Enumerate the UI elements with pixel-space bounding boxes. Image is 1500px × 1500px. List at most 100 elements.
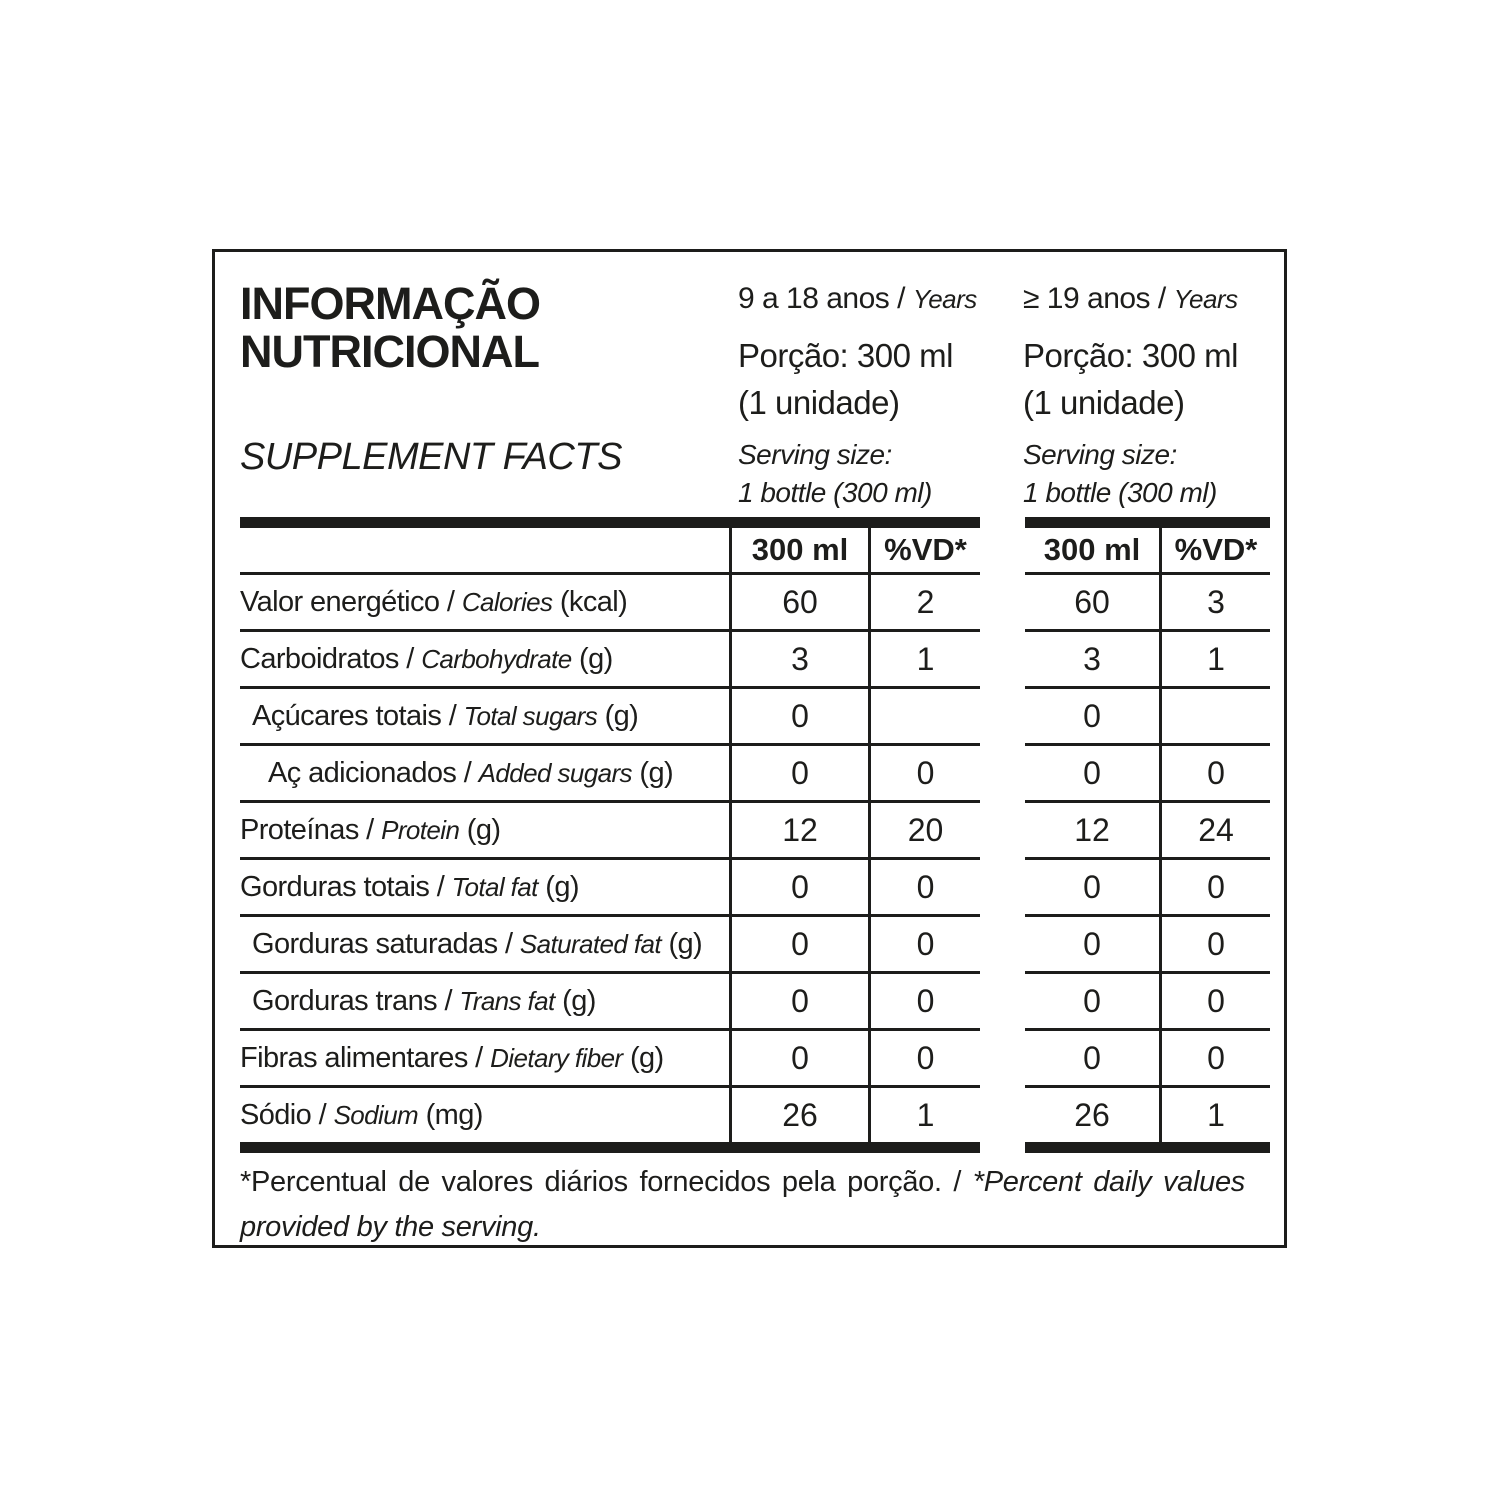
nutrition-table: 300 ml %VD* 300 ml %VD* Valor energético…	[240, 517, 1270, 1153]
title-line-1: INFORMAÇÃO	[240, 278, 541, 329]
value-cell: 0	[1159, 746, 1270, 803]
gap-cell	[980, 746, 1025, 803]
value-cell: 0	[729, 860, 871, 917]
value-cell: 60	[729, 575, 871, 632]
serving-size-text-2: Serving size: 1 bottle (300 ml)	[1023, 436, 1293, 512]
row-label-en: Calories	[461, 586, 553, 617]
row-label-pt: Sódio /	[240, 1098, 327, 1131]
row-label-text: Valor energético / Calories (kcal)	[240, 585, 628, 619]
row-label: Açúcares totais / Total sugars (g)	[240, 689, 729, 746]
page-title: INFORMAÇÃO NUTRICIONAL	[240, 278, 541, 376]
value-cell: 0	[1025, 860, 1159, 917]
value-cell: 0	[1025, 746, 1159, 803]
row-label-en: Protein	[381, 814, 460, 845]
portion-2-line1: Porção: 300 ml	[1023, 337, 1238, 374]
value-cell: 0	[871, 917, 980, 974]
row-label-text: Açúcares totais / Total sugars (g)	[252, 699, 639, 733]
table-row-trans-fat: Gorduras trans / Trans fat (g) 0 0 0 0	[240, 974, 1270, 1031]
value-cell: 0	[1159, 974, 1270, 1031]
row-label-unit: (g)	[466, 813, 501, 846]
portion-1-line2: (1 unidade)	[738, 384, 900, 421]
table-row-carbohydrate: Carboidratos / Carbohydrate (g) 3 1 3 1	[240, 632, 1270, 689]
row-label-unit: (g)	[579, 642, 613, 675]
row-label-unit: (mg)	[425, 1098, 484, 1131]
gap-cell	[980, 803, 1025, 860]
table-top-rule	[240, 517, 1270, 528]
row-label: Carboidratos / Carbohydrate (g)	[240, 632, 729, 689]
row-label: Fibras alimentares / Dietary fiber (g)	[240, 1031, 729, 1088]
table-row-sodium: Sódio / Sodium (mg) 26 1 26 1	[240, 1088, 1270, 1142]
row-label-pt: Valor energético /	[240, 585, 455, 618]
value-cell: 1	[1159, 632, 1270, 689]
supplement-facts-subtitle: SUPPLEMENT FACTS	[240, 436, 622, 478]
portion-text-1: Porção: 300 ml (1 unidade)	[738, 332, 1008, 426]
row-label-pt: Açúcares totais /	[252, 699, 457, 732]
value-cell: 24	[1159, 803, 1270, 860]
table-row-dietary-fiber: Fibras alimentares / Dietary fiber (g) 0…	[240, 1031, 1270, 1088]
row-label-en: Dietary fiber	[490, 1042, 623, 1073]
gap-cell	[980, 1031, 1025, 1088]
age-range-2: ≥ 19 anos / Years	[1023, 282, 1293, 316]
value-cell	[871, 689, 980, 746]
value-cell: 0	[729, 689, 871, 746]
value-cell: 60	[1025, 575, 1159, 632]
gap-cell	[980, 917, 1025, 974]
value-cell: 3	[1025, 632, 1159, 689]
value-cell: 0	[1159, 860, 1270, 917]
age-range-2-en: Years	[1173, 284, 1239, 314]
row-label-pt: Carboidratos /	[240, 642, 414, 675]
age-range-1-en: Years	[912, 284, 978, 314]
row-label-unit: (g)	[668, 927, 703, 960]
row-label-unit: (g)	[639, 756, 674, 789]
gap-cell	[980, 974, 1025, 1031]
value-cell: 0	[1025, 917, 1159, 974]
table-row-added-sugars: Aç adicionados / Added sugars (g) 0 0 0 …	[240, 746, 1270, 803]
value-cell: 0	[729, 1031, 871, 1088]
value-cell: 1	[916, 1096, 935, 1133]
header-label-cell	[240, 528, 729, 575]
value-cell: 3	[1159, 575, 1270, 632]
top-rule-gap	[980, 517, 1025, 528]
value-cell: 26	[729, 1088, 871, 1142]
serving-size-text-1: Serving size: 1 bottle (300 ml)	[738, 436, 1008, 512]
value-cell: 0	[1159, 917, 1270, 974]
row-label-text: Gorduras totais / Total fat (g)	[240, 870, 580, 904]
value-cell: 0	[871, 746, 980, 803]
table-row-protein: Proteínas / Protein (g) 12 20 12 24	[240, 803, 1270, 860]
value-cell: 1	[1159, 1088, 1270, 1142]
gap-cell	[980, 1088, 1025, 1142]
row-label-en: Saturated fat	[519, 928, 662, 959]
table-row-calories: Valor energético / Calories (kcal) 60 2 …	[240, 575, 1270, 632]
row-label-text: Carboidratos / Carbohydrate (g)	[240, 643, 613, 676]
value-cell: 20	[871, 803, 980, 860]
row-label: Sódio / Sodium (mg)	[240, 1088, 729, 1142]
row-label-en: Carbohydrate	[421, 643, 572, 674]
row-label: Aç adicionados / Added sugars (g)	[240, 746, 729, 803]
row-label-pt: Gorduras trans /	[252, 984, 453, 1017]
value-cell: 0	[729, 917, 871, 974]
age-range-1-pt: 9 a 18 anos /	[738, 282, 905, 315]
value-cell: 2	[871, 575, 980, 632]
row-label: Gorduras saturadas / Saturated fat (g)	[240, 917, 729, 974]
portion-2-line2: (1 unidade)	[1023, 384, 1185, 421]
value-cell: 1	[871, 632, 980, 689]
value-cell: 0	[871, 1031, 980, 1088]
age-range-1: 9 a 18 anos / Years	[738, 282, 1008, 316]
nutrition-facts-panel: INFORMAÇÃO NUTRICIONAL SUPPLEMENT FACTS …	[212, 249, 1287, 1248]
row-label-unit: (g)	[629, 1041, 664, 1074]
value-cell: 0	[729, 746, 871, 803]
bottom-rule-segment-1	[240, 1142, 980, 1153]
portion-text-2: Porção: 300 ml (1 unidade)	[1023, 332, 1293, 426]
value-cell: 12	[729, 803, 871, 860]
age-range-2-pt: ≥ 19 anos /	[1023, 282, 1166, 315]
value-cell: 0	[1025, 689, 1159, 746]
serving-2-line1: Serving size:	[1023, 439, 1177, 470]
value-cell: 0	[729, 974, 871, 1031]
row-label-text: Gorduras saturadas / Saturated fat (g)	[252, 927, 703, 961]
row-label-text: Gorduras trans / Trans fat (g)	[252, 985, 596, 1018]
row-label-pt: Gorduras totais /	[240, 870, 445, 903]
serving-2-line2: 1 bottle (300 ml)	[1023, 477, 1217, 508]
age-group-1-header: 9 a 18 anos / Years Porção: 300 ml (1 un…	[738, 282, 1008, 512]
row-label-text: Fibras alimentares / Dietary fiber (g)	[240, 1042, 664, 1075]
